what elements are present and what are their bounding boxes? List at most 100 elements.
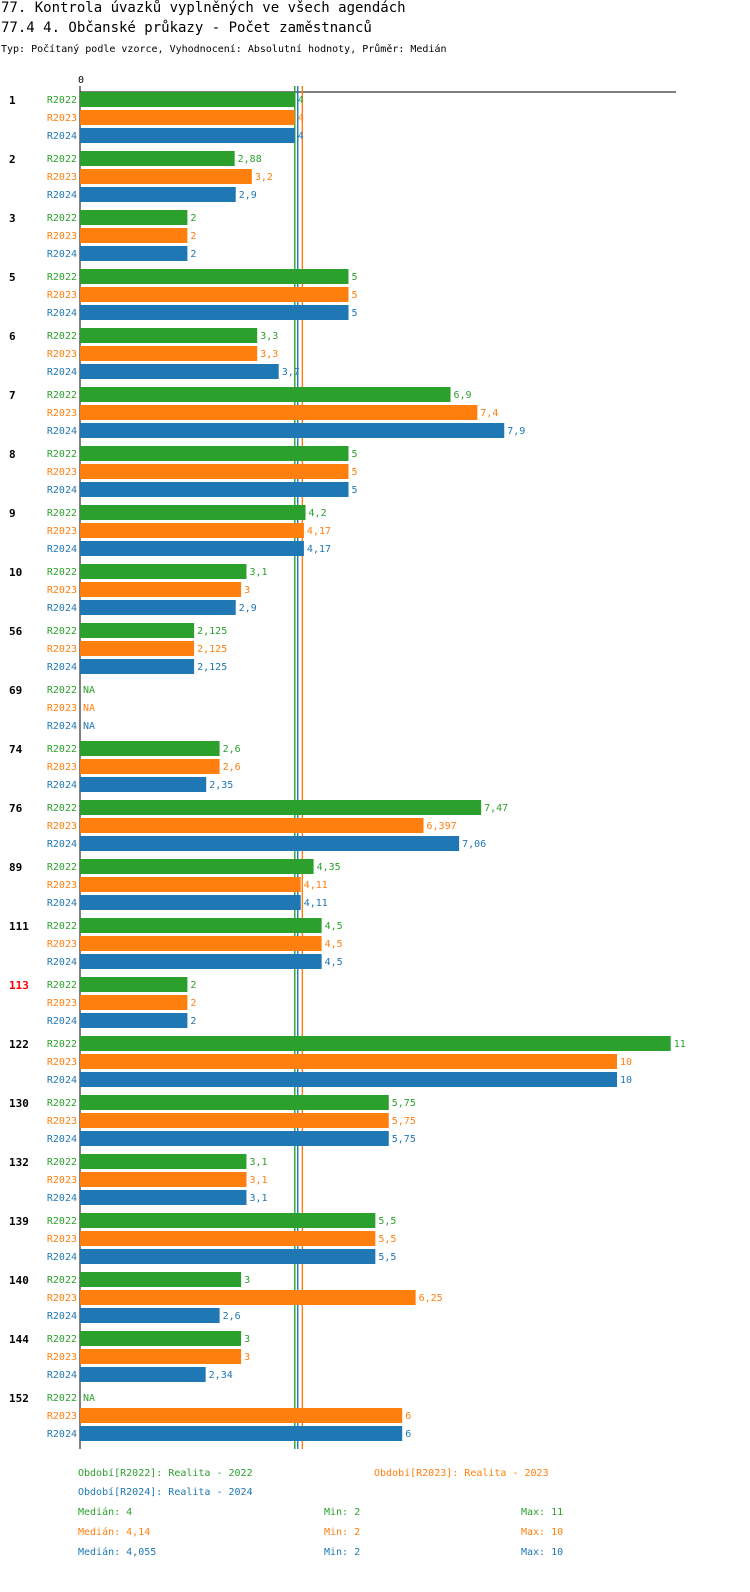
bar-89-r2022	[80, 859, 314, 874]
category-label-122: 122	[9, 1038, 29, 1051]
legend-entry-r2022: Období[R2022]: Realita - 2022	[78, 1467, 253, 1479]
axis-zero-label: 0	[78, 75, 84, 86]
data-label-56-r2023: 2,125	[197, 644, 227, 655]
bar-113-r2023	[80, 995, 188, 1010]
data-label-7-r2023: 7,4	[480, 408, 498, 419]
data-label-3-r2023: 2	[190, 231, 196, 242]
bar-140-r2023	[80, 1290, 416, 1305]
data-label-6-r2022: 3,3	[260, 331, 278, 342]
series-label-8-r2022: R2022	[47, 449, 77, 460]
data-label-111-r2023: 4,5	[325, 939, 343, 950]
bar-111-r2022	[80, 918, 322, 933]
category-label-76: 76	[9, 802, 23, 815]
series-label-76-r2022: R2022	[47, 803, 77, 814]
series-label-89-r2022: R2022	[47, 862, 77, 873]
series-label-76-r2024: R2024	[47, 839, 77, 850]
data-label-89-r2024: 4,11	[304, 898, 328, 909]
bar-56-r2022	[80, 623, 195, 638]
data-label-139-r2023: 5,5	[378, 1234, 396, 1245]
series-label-111-r2023: R2023	[47, 939, 77, 950]
bar-144-r2023	[80, 1349, 242, 1364]
category-label-56: 56	[9, 625, 23, 638]
bar-1-r2024	[80, 128, 295, 143]
bar-56-r2023	[80, 641, 195, 656]
series-label-10-r2024: R2024	[47, 603, 77, 614]
data-label-122-r2023: 10	[620, 1057, 632, 1068]
data-label-140-r2023: 6,25	[419, 1293, 443, 1304]
chart-title: 77. Kontrola úvazků vyplněných ve všech …	[1, 0, 406, 16]
series-label-132-r2022: R2022	[47, 1157, 77, 1168]
series-label-139-r2022: R2022	[47, 1216, 77, 1227]
data-label-139-r2022: 5,5	[378, 1216, 396, 1227]
bar-6-r2024	[80, 364, 279, 379]
series-label-69-r2022: R2022	[47, 685, 77, 696]
stat-min-r2024: Min: 2	[324, 1547, 360, 1558]
series-label-6-r2023: R2023	[47, 349, 77, 360]
bar-10-r2023	[80, 582, 242, 597]
data-label-5-r2022: 5	[352, 272, 358, 283]
bar-6-r2023	[80, 346, 258, 361]
data-label-152-r2023: 6	[405, 1411, 411, 1422]
data-label-89-r2023: 4,11	[304, 880, 328, 891]
series-label-140-r2022: R2022	[47, 1275, 77, 1286]
bar-8-r2022	[80, 446, 349, 461]
data-label-130-r2024: 5,75	[392, 1134, 416, 1145]
category-label-9: 9	[9, 507, 16, 520]
data-label-8-r2024: 5	[352, 485, 358, 496]
series-label-56-r2024: R2024	[47, 662, 77, 673]
data-label-1-r2024: 4	[298, 131, 304, 142]
bar-144-r2024	[80, 1367, 206, 1382]
series-label-122-r2023: R2023	[47, 1057, 77, 1068]
category-label-10: 10	[9, 566, 22, 579]
data-label-132-r2022: 3,1	[249, 1157, 267, 1168]
data-label-76-r2023: 6,397	[427, 821, 457, 832]
series-label-9-r2022: R2022	[47, 508, 77, 519]
category-label-144: 144	[9, 1333, 29, 1346]
series-label-7-r2022: R2022	[47, 390, 77, 401]
bar-152-r2024	[80, 1426, 403, 1441]
series-label-122-r2024: R2024	[47, 1075, 77, 1086]
series-label-3-r2022: R2022	[47, 213, 77, 224]
data-label-152-r2022: NA	[83, 1393, 95, 1404]
data-label-10-r2023: 3	[244, 585, 250, 596]
data-label-144-r2024: 2,34	[209, 1370, 233, 1381]
bar-111-r2023	[80, 936, 322, 951]
series-label-2-r2024: R2024	[47, 190, 77, 201]
data-label-56-r2022: 2,125	[197, 626, 227, 637]
series-label-5-r2023: R2023	[47, 290, 77, 301]
series-label-5-r2024: R2024	[47, 308, 77, 319]
data-label-122-r2024: 10	[620, 1075, 632, 1086]
data-label-144-r2022: 3	[244, 1334, 250, 1345]
series-label-152-r2024: R2024	[47, 1429, 77, 1440]
data-label-3-r2024: 2	[190, 249, 196, 260]
series-label-10-r2022: R2022	[47, 567, 77, 578]
bar-3-r2022	[80, 210, 188, 225]
bar-5-r2023	[80, 287, 349, 302]
series-label-56-r2023: R2023	[47, 644, 77, 655]
series-label-74-r2023: R2023	[47, 762, 77, 773]
series-label-2-r2023: R2023	[47, 172, 77, 183]
stat-median-r2022: Medián: 4	[78, 1506, 132, 1518]
data-label-74-r2023: 2,6	[223, 762, 241, 773]
bar-122-r2024	[80, 1072, 617, 1087]
series-label-9-r2024: R2024	[47, 544, 77, 555]
bar-111-r2024	[80, 954, 322, 969]
bar-139-r2022	[80, 1213, 376, 1228]
data-label-7-r2024: 7,9	[507, 426, 525, 437]
data-label-56-r2024: 2,125	[197, 662, 227, 673]
bar-74-r2022	[80, 741, 220, 756]
data-label-9-r2022: 4,2	[309, 508, 327, 519]
series-label-140-r2023: R2023	[47, 1293, 77, 1304]
bar-2-r2024	[80, 187, 236, 202]
category-label-7: 7	[9, 389, 16, 402]
series-label-144-r2022: R2022	[47, 1334, 77, 1345]
bar-122-r2023	[80, 1054, 617, 1069]
category-label-113: 113	[9, 979, 29, 992]
bar-113-r2022	[80, 977, 188, 992]
series-label-7-r2023: R2023	[47, 408, 77, 419]
bar-3-r2023	[80, 228, 188, 243]
data-label-140-r2022: 3	[244, 1275, 250, 1286]
category-label-1: 1	[9, 94, 16, 107]
data-label-69-r2022: NA	[83, 685, 95, 696]
